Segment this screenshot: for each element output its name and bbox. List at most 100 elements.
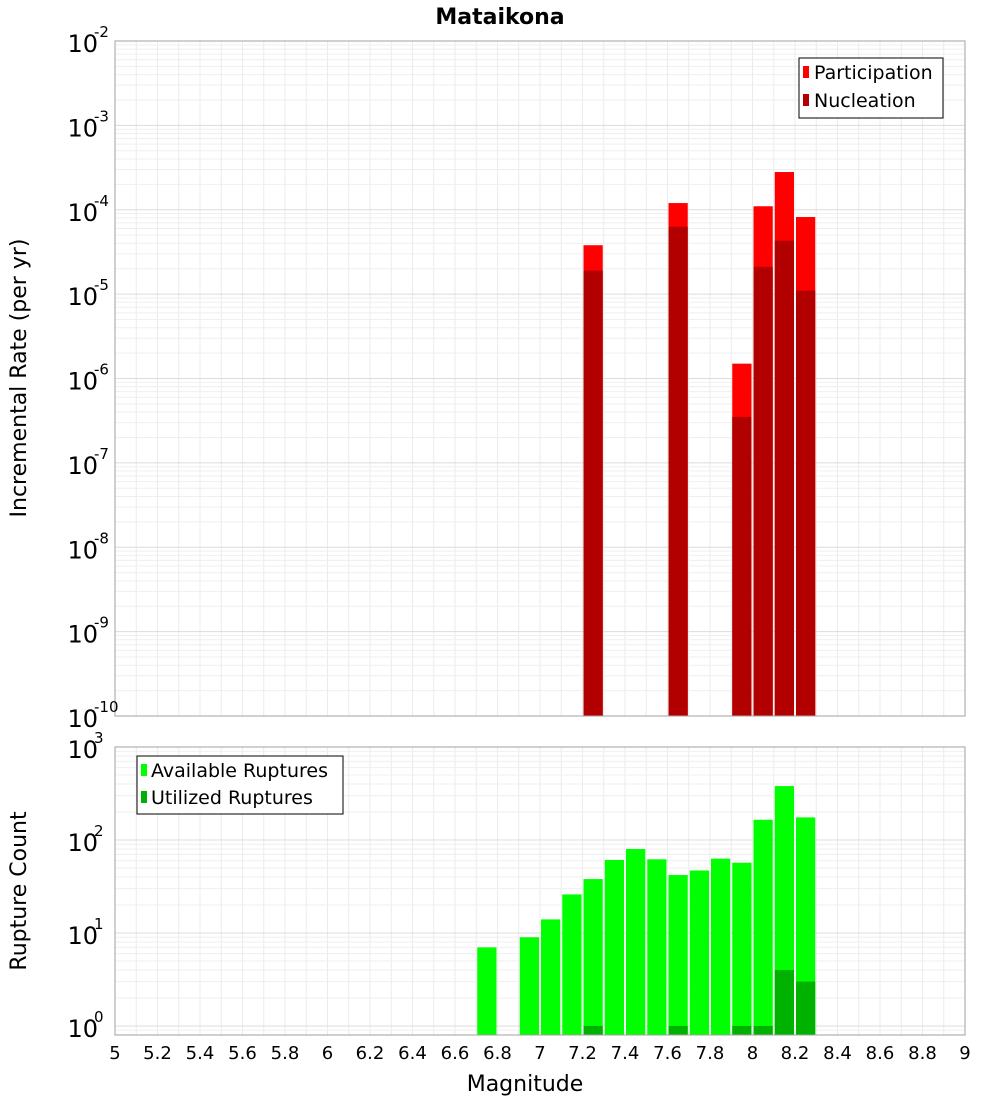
x-tick-label: 9 <box>959 1043 970 1064</box>
y-tick-exponent: -9 <box>94 614 109 632</box>
y-tick-base: 10 <box>67 621 98 649</box>
bar-available-ruptures <box>477 947 497 1035</box>
y-tick-exponent: -2 <box>94 23 109 41</box>
legend: Participation Nucleation <box>798 57 944 119</box>
y-axis-label: Incremental Rate (per yr) <box>7 239 32 518</box>
x-tick-label: 6 <box>322 1043 333 1064</box>
y-tick-base: 10 <box>67 283 98 311</box>
bar-nucleation <box>583 270 603 716</box>
chart-title: Mataikona <box>435 5 564 30</box>
legend-swatch <box>141 764 147 776</box>
bar-available-ruptures <box>732 862 752 1035</box>
y-tick-label: 102 <box>67 822 103 857</box>
y-tick-exponent: -4 <box>94 192 109 210</box>
y-tick-exponent: -6 <box>94 361 109 379</box>
x-tick-label: 6.8 <box>483 1043 512 1064</box>
y-tick-exponent: 0 <box>94 1008 104 1026</box>
y-tick-base: 10 <box>67 30 98 58</box>
legend-box <box>798 57 944 119</box>
x-tick-label: 7 <box>534 1043 545 1064</box>
y-tick-base: 10 <box>67 736 98 764</box>
y-tick-label: 10-5 <box>67 276 109 311</box>
bar-available-ruptures <box>796 817 816 1035</box>
y-tick-exponent: 1 <box>94 915 104 933</box>
y-tick-label: 10-10 <box>67 698 118 733</box>
legend-label: Participation <box>814 62 933 84</box>
x-tick-label: 5 <box>109 1043 120 1064</box>
y-tick-exponent: -8 <box>94 529 109 547</box>
x-tick-label: 8.8 <box>908 1043 937 1064</box>
y-tick-label: 10-3 <box>67 107 109 142</box>
bar-utilized-ruptures <box>753 1025 773 1035</box>
y-tick-label: 10-4 <box>67 192 109 227</box>
bar-available-ruptures <box>668 875 688 1035</box>
bar-utilized-ruptures <box>732 1025 752 1035</box>
bar-available-ruptures <box>541 919 561 1035</box>
bar-nucleation <box>668 226 688 716</box>
legend: Available Ruptures Utilized Ruptures <box>136 755 344 815</box>
x-tick-label: 6.2 <box>356 1043 385 1064</box>
y-axis-label: Rupture Count <box>7 811 32 971</box>
bar-available-ruptures <box>753 819 773 1035</box>
x-tick-label: 5.2 <box>143 1043 172 1064</box>
y-tick-exponent: 3 <box>94 729 104 747</box>
legend-swatch <box>803 94 809 106</box>
bar-available-ruptures <box>583 879 603 1035</box>
x-tick-label: 6.6 <box>441 1043 470 1064</box>
x-tick-label: 7.4 <box>611 1043 640 1064</box>
bar-nucleation <box>732 416 752 716</box>
bar-available-ruptures <box>626 849 646 1035</box>
y-tick-base: 10 <box>67 368 98 396</box>
x-tick-label: 7.8 <box>696 1043 725 1064</box>
bar-utilized-ruptures <box>668 1025 688 1035</box>
legend-swatch <box>141 791 147 803</box>
x-tick-label: 7.6 <box>653 1043 682 1064</box>
x-tick-label: 8.4 <box>823 1043 852 1064</box>
x-tick-label: 7.2 <box>568 1043 597 1064</box>
y-tick-label: 101 <box>67 915 103 950</box>
x-tick-label: 8 <box>747 1043 758 1064</box>
y-tick-exponent: 2 <box>94 822 104 840</box>
y-tick-exponent: -3 <box>94 107 109 125</box>
y-tick-label: 10-7 <box>67 445 109 480</box>
x-tick-label: 5.6 <box>228 1043 257 1064</box>
legend-label: Available Ruptures <box>151 760 328 782</box>
bar-utilized-ruptures <box>583 1025 603 1035</box>
y-tick-base: 10 <box>67 114 98 142</box>
y-tick-label: 100 <box>67 1008 103 1043</box>
y-tick-base: 10 <box>67 829 98 857</box>
bar-utilized-ruptures <box>774 969 794 1035</box>
bar-nucleation <box>774 240 794 717</box>
y-tick-exponent: -10 <box>94 698 119 716</box>
y-tick-label: 10-6 <box>67 361 109 396</box>
y-tick-base: 10 <box>67 922 98 950</box>
bar-available-ruptures <box>689 870 709 1035</box>
y-tick-exponent: -7 <box>94 445 109 463</box>
legend-label: Nucleation <box>814 90 916 112</box>
x-tick-label: 8.2 <box>781 1043 810 1064</box>
y-tick-base: 10 <box>67 199 98 227</box>
legend-box <box>136 755 344 815</box>
plot-panel-0: 10-1010-910-810-710-610-510-410-310-2Inc… <box>7 23 966 733</box>
bar-nucleation <box>753 266 773 716</box>
y-tick-base: 10 <box>67 1015 98 1043</box>
x-tick-label: 5.4 <box>186 1043 215 1064</box>
y-tick-exponent: -5 <box>94 276 109 294</box>
x-tick-label: 8.6 <box>866 1043 895 1064</box>
bar-available-ruptures <box>519 937 539 1035</box>
x-tick-label: 5.8 <box>271 1043 300 1064</box>
y-tick-label: 10-8 <box>67 529 109 564</box>
y-tick-label: 103 <box>67 729 103 764</box>
plot-frame <box>114 746 966 1036</box>
y-tick-label: 10-2 <box>67 23 109 58</box>
plot-frame <box>114 40 966 717</box>
bar-utilized-ruptures <box>796 981 816 1035</box>
x-tick-label: 6.4 <box>398 1043 427 1064</box>
bar-nucleation <box>796 290 816 716</box>
y-tick-label: 10-9 <box>67 614 109 649</box>
legend-swatch <box>803 66 809 78</box>
y-tick-base: 10 <box>67 705 98 733</box>
